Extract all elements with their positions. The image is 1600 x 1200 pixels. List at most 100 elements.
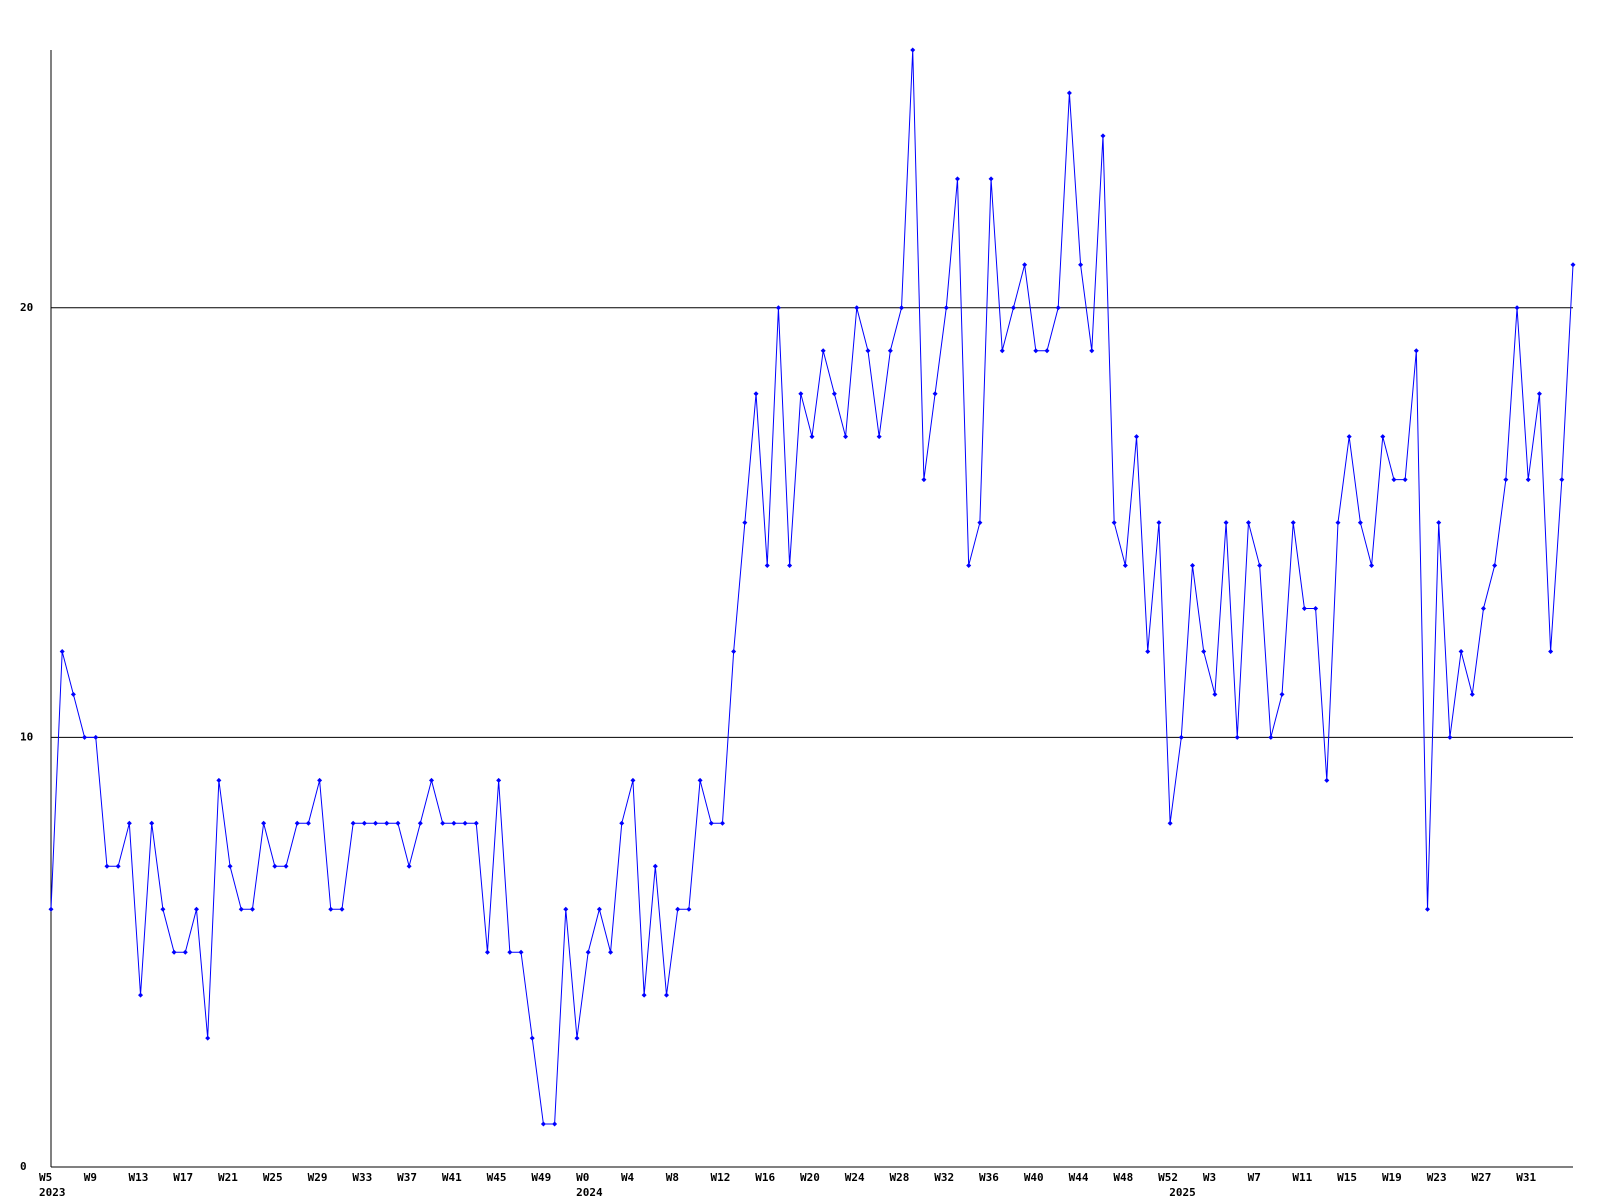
data-point bbox=[384, 820, 390, 826]
x-tick-label: W28 bbox=[890, 1171, 910, 1184]
data-point bbox=[104, 863, 110, 869]
data-point bbox=[261, 820, 267, 826]
data-point bbox=[361, 820, 367, 826]
x-tick-label: W13 bbox=[129, 1171, 149, 1184]
data-point bbox=[1346, 434, 1352, 440]
data-point bbox=[932, 391, 938, 397]
x-tick-label: W8 bbox=[666, 1171, 679, 1184]
x-tick-label: W9 bbox=[84, 1171, 97, 1184]
y-tick-label: 20 bbox=[20, 301, 33, 314]
data-point bbox=[484, 949, 490, 955]
data-point bbox=[764, 563, 770, 569]
data-point bbox=[1190, 563, 1195, 569]
x-tick-label: W17 bbox=[173, 1171, 193, 1184]
data-point bbox=[831, 391, 837, 397]
y-tick-label: 0 bbox=[20, 1160, 27, 1173]
data-point bbox=[1134, 434, 1140, 440]
x-tick-label: W19 bbox=[1382, 1171, 1402, 1184]
data-point bbox=[216, 777, 222, 783]
data-point bbox=[1525, 477, 1531, 483]
data-point bbox=[518, 949, 524, 955]
data-point bbox=[1279, 691, 1285, 697]
data-point bbox=[697, 777, 703, 783]
x-tick-label: W33 bbox=[352, 1171, 372, 1184]
data-point bbox=[1469, 691, 1475, 697]
data-point bbox=[910, 47, 916, 53]
data-point bbox=[82, 734, 88, 740]
data-point bbox=[1257, 563, 1263, 569]
data-point bbox=[1514, 305, 1520, 311]
data-point bbox=[887, 348, 893, 354]
x-tick-label: W29 bbox=[308, 1171, 328, 1184]
x-tick-label: W36 bbox=[979, 1171, 999, 1184]
data-point bbox=[59, 648, 65, 654]
x-tick-label: W37 bbox=[397, 1171, 417, 1184]
data-point bbox=[507, 949, 513, 955]
data-point bbox=[1167, 820, 1173, 826]
data-point bbox=[585, 949, 591, 955]
data-point bbox=[227, 863, 233, 869]
data-point bbox=[138, 992, 144, 998]
data-point bbox=[496, 777, 502, 783]
data-point bbox=[406, 863, 412, 869]
data-point bbox=[1536, 391, 1542, 397]
x-tick-label: W3 bbox=[1203, 1171, 1216, 1184]
data-point bbox=[1313, 606, 1319, 611]
data-point bbox=[1201, 648, 1207, 654]
data-point bbox=[1033, 348, 1039, 354]
data-point bbox=[1335, 520, 1341, 526]
x-tick-label: W7 bbox=[1248, 1171, 1261, 1184]
data-point bbox=[115, 863, 121, 869]
data-point bbox=[1010, 305, 1016, 311]
x-tick-label: W4 bbox=[621, 1171, 635, 1184]
data-point bbox=[93, 734, 99, 740]
year-label: 2025 bbox=[1169, 1186, 1196, 1199]
data-point bbox=[1447, 734, 1453, 740]
data-point bbox=[1245, 520, 1251, 526]
data-point bbox=[328, 906, 334, 912]
data-point bbox=[675, 906, 681, 912]
data-point bbox=[630, 777, 636, 783]
x-tick-label: W44 bbox=[1069, 1171, 1089, 1184]
data-point bbox=[1156, 520, 1162, 526]
data-point bbox=[193, 906, 199, 912]
data-point bbox=[574, 1035, 580, 1041]
data-point bbox=[440, 820, 446, 826]
data-point bbox=[652, 863, 658, 869]
data-point bbox=[395, 820, 401, 826]
data-point bbox=[1089, 348, 1095, 354]
data-point bbox=[843, 434, 849, 440]
data-point bbox=[350, 820, 356, 826]
x-tick-label: W31 bbox=[1516, 1171, 1536, 1184]
year-label: 2023 bbox=[39, 1186, 66, 1199]
data-point bbox=[619, 820, 625, 826]
data-point bbox=[1301, 606, 1307, 611]
data-point bbox=[417, 820, 423, 826]
data-point bbox=[1044, 348, 1050, 354]
x-tick-label: W15 bbox=[1337, 1171, 1357, 1184]
data-point bbox=[529, 1035, 535, 1041]
data-point bbox=[1480, 606, 1486, 611]
data-point bbox=[876, 434, 882, 440]
data-point bbox=[809, 434, 815, 440]
data-point bbox=[249, 906, 255, 912]
x-tick-label: W11 bbox=[1292, 1171, 1312, 1184]
data-point bbox=[1380, 434, 1386, 440]
data-point bbox=[641, 992, 647, 998]
x-tick-label: W52 bbox=[1158, 1171, 1178, 1184]
data-point bbox=[820, 348, 826, 354]
data-point bbox=[775, 305, 781, 311]
data-point bbox=[798, 391, 804, 397]
data-point bbox=[596, 906, 602, 912]
data-point bbox=[943, 305, 949, 311]
data-point bbox=[171, 949, 177, 955]
x-tick-label: W16 bbox=[755, 1171, 775, 1184]
data-point bbox=[742, 520, 748, 526]
data-point bbox=[238, 906, 244, 912]
data-line bbox=[50, 49, 1574, 1125]
data-point bbox=[999, 348, 1005, 354]
x-tick-label: W32 bbox=[934, 1171, 954, 1184]
data-point bbox=[899, 305, 905, 311]
